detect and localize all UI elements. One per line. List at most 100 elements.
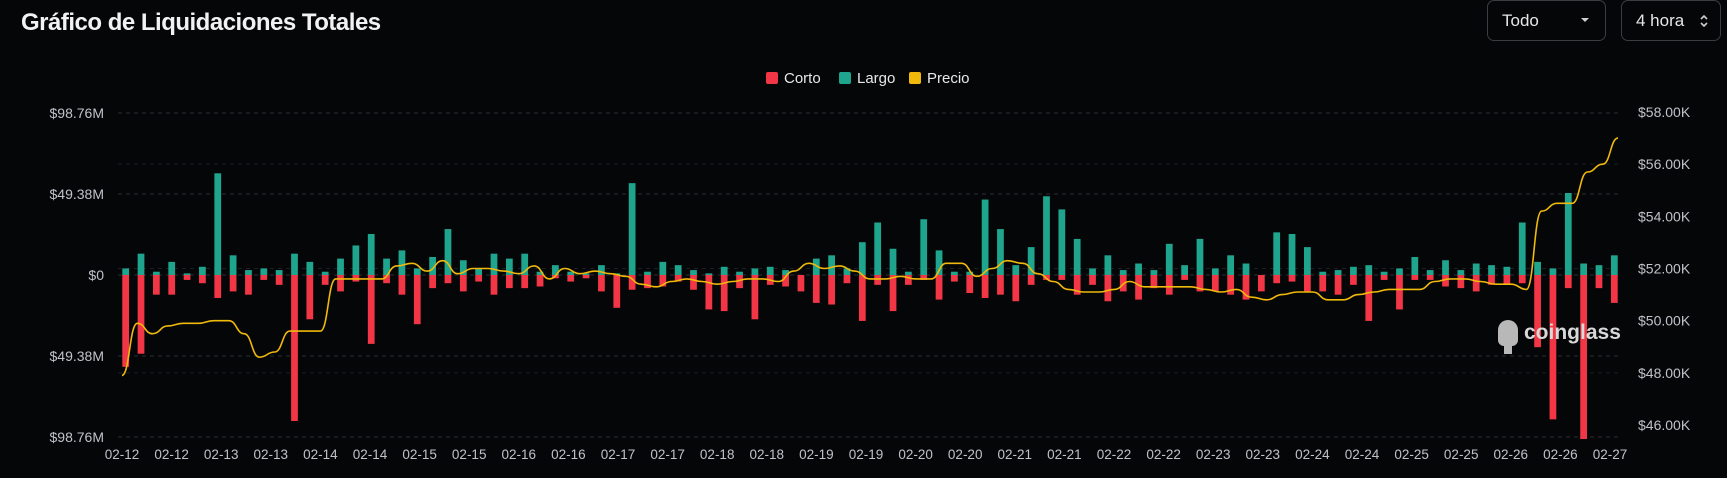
long-bar xyxy=(413,268,421,275)
long-bar xyxy=(306,261,314,275)
short-bar xyxy=(306,275,314,320)
y-right-tick-label: $54.00K xyxy=(1638,208,1691,224)
short-bar xyxy=(383,275,390,284)
interval-select[interactable]: 4 hora xyxy=(1621,0,1721,41)
long-bar xyxy=(1595,265,1603,275)
y-right-tick-label: $58.00K xyxy=(1638,104,1691,120)
short-bar xyxy=(1073,275,1081,295)
long-bar xyxy=(1227,255,1235,275)
long-bar xyxy=(997,229,1004,275)
short-bar xyxy=(843,275,851,284)
short-bar xyxy=(214,275,222,298)
legend-label: Largo xyxy=(857,70,895,87)
long-bar xyxy=(1196,238,1204,275)
short-bar xyxy=(904,275,912,285)
short-bar xyxy=(874,275,882,285)
long-bar xyxy=(1350,266,1357,275)
short-bar xyxy=(1257,275,1265,292)
short-bar xyxy=(1442,275,1449,287)
short-bar xyxy=(858,275,866,321)
long-bar xyxy=(951,271,958,275)
long-bar xyxy=(1027,247,1035,275)
short-bar xyxy=(613,275,621,308)
legend-swatch xyxy=(839,72,851,84)
long-bar xyxy=(904,271,912,275)
long-bar xyxy=(751,268,759,275)
short-bar xyxy=(1288,275,1296,282)
short-bar xyxy=(1196,275,1204,292)
x-tick-label: 02-14 xyxy=(303,447,338,462)
long-bar xyxy=(429,256,436,275)
x-tick-label: 02-18 xyxy=(700,447,735,462)
short-bar xyxy=(199,275,206,284)
short-bar xyxy=(275,275,283,285)
long-bar xyxy=(874,222,882,275)
long-bar xyxy=(1104,255,1112,275)
short-bar xyxy=(582,275,590,279)
short-bar xyxy=(1396,275,1403,310)
short-bar xyxy=(1304,275,1311,292)
y-left-tick-label: $49.38M xyxy=(50,348,104,364)
long-bar xyxy=(966,271,974,275)
x-tick-label: 02-23 xyxy=(1246,447,1281,462)
short-bar xyxy=(1211,275,1219,292)
short-bar xyxy=(1488,275,1495,285)
range-select[interactable]: Todo xyxy=(1487,0,1606,41)
short-bar xyxy=(1503,275,1511,285)
long-bar xyxy=(552,265,559,275)
x-tick-label: 02-12 xyxy=(154,447,189,462)
short-bar xyxy=(674,275,682,282)
long-bar xyxy=(567,271,575,275)
short-bar xyxy=(1595,275,1603,289)
short-bar xyxy=(1027,275,1035,285)
short-bar xyxy=(690,275,697,290)
long-bar xyxy=(229,255,237,275)
long-bar xyxy=(1580,263,1588,275)
page-title: Gráfico de Liquidaciones Totales xyxy=(21,9,381,36)
y-right-tick-label: $56.00K xyxy=(1638,156,1691,172)
coinglass-icon xyxy=(1498,320,1518,354)
short-bar xyxy=(628,275,636,290)
long-bar xyxy=(828,255,836,275)
long-bar xyxy=(1365,265,1373,275)
long-bar xyxy=(536,271,544,275)
x-tick-label: 02-16 xyxy=(551,447,586,462)
long-bar xyxy=(1058,209,1066,275)
long-bar xyxy=(1334,270,1342,275)
long-bar xyxy=(1488,265,1495,275)
long-bar xyxy=(337,258,344,275)
legend-swatch xyxy=(909,72,921,84)
long-bar xyxy=(1442,260,1449,275)
short-bar xyxy=(152,275,160,295)
long-bar xyxy=(1273,232,1281,275)
y-left-tick-label: $98.76M xyxy=(50,105,104,121)
long-bar xyxy=(1150,270,1158,275)
x-tick-label: 02-20 xyxy=(948,447,983,462)
x-tick-label: 02-22 xyxy=(1146,447,1181,462)
short-bar xyxy=(1135,275,1142,300)
long-bar xyxy=(782,270,789,275)
x-tick-label: 02-25 xyxy=(1444,447,1479,462)
short-bar xyxy=(644,275,651,289)
long-bar xyxy=(889,248,897,275)
range-select-value: Todo xyxy=(1502,10,1539,30)
x-tick-label: 02-21 xyxy=(998,447,1033,462)
long-bar xyxy=(1012,265,1020,275)
long-bar xyxy=(199,266,206,275)
short-bar xyxy=(1365,275,1373,321)
short-bar xyxy=(1549,275,1557,420)
long-bar xyxy=(1242,263,1250,275)
short-bar xyxy=(889,275,897,312)
short-bar xyxy=(1426,275,1434,280)
x-tick-label: 02-24 xyxy=(1295,447,1330,462)
short-bar xyxy=(122,275,130,367)
short-bar xyxy=(521,275,529,289)
long-bar xyxy=(260,268,268,275)
long-bar xyxy=(1089,268,1096,275)
short-bar xyxy=(598,275,605,292)
short-bar xyxy=(1242,275,1250,300)
long-bar xyxy=(674,265,682,275)
short-bar xyxy=(429,275,436,289)
x-tick-label: 02-26 xyxy=(1543,447,1578,462)
short-bar xyxy=(659,275,667,287)
